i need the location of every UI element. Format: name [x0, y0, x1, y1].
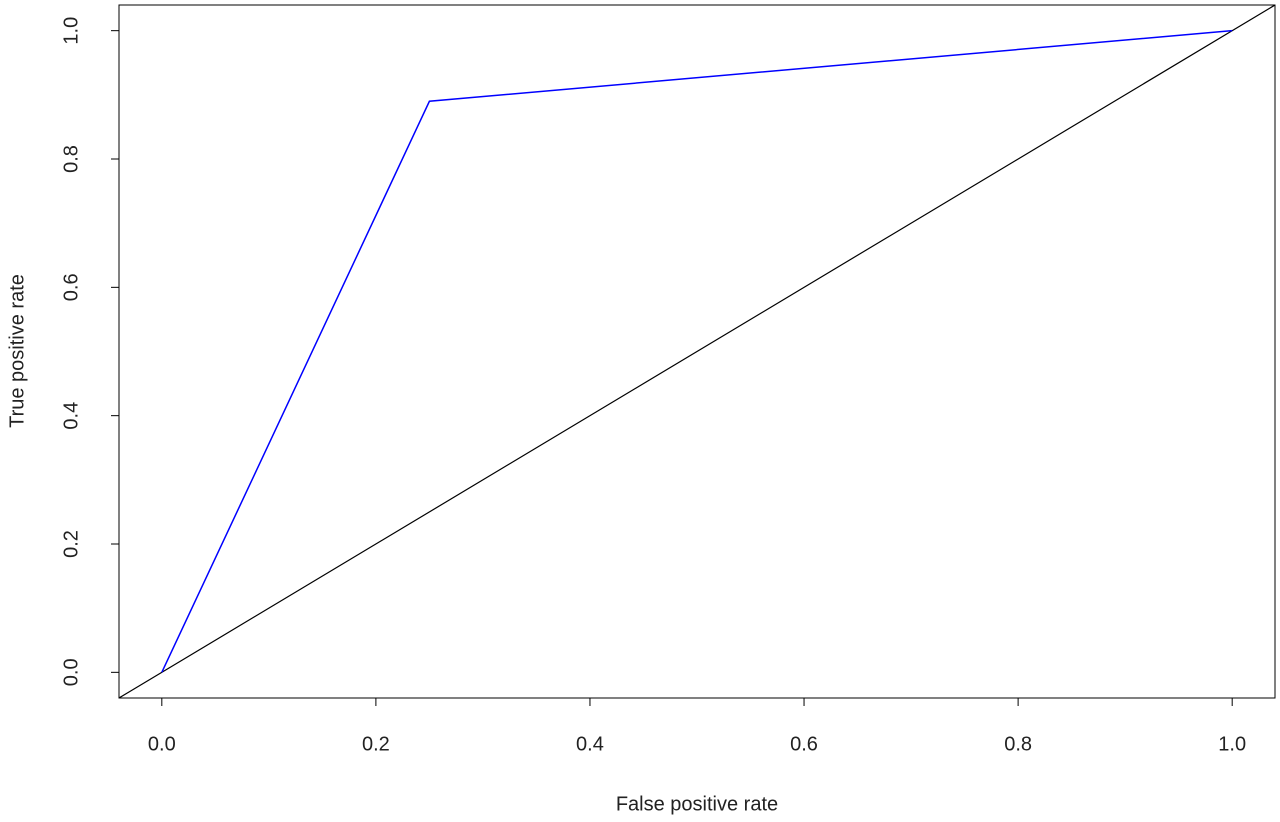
y-tick-label: 0.0 — [60, 658, 82, 686]
plot-area — [119, 5, 1275, 698]
x-tick-label: 0.6 — [790, 733, 818, 755]
y-tick-label: 0.6 — [60, 273, 82, 301]
x-tick-label: 0.2 — [362, 733, 390, 755]
y-axis-title: True positive rate — [6, 274, 28, 428]
y-tick-label: 1.0 — [60, 17, 82, 45]
reference-line — [119, 5, 1275, 698]
x-tick-label: 0.4 — [576, 733, 604, 755]
x-tick-label: 0.0 — [148, 733, 176, 755]
y-tick-label: 0.4 — [60, 402, 82, 430]
x-axis-title: False positive rate — [616, 793, 778, 815]
y-tick-label: 0.8 — [60, 145, 82, 173]
roc-curve — [161, 29, 1233, 673]
x-tick-label: 1.0 — [1218, 733, 1246, 755]
y-tick-label: 0.2 — [60, 530, 82, 558]
plot-box — [118, 4, 1276, 699]
x-tick-label: 0.8 — [1004, 733, 1032, 755]
